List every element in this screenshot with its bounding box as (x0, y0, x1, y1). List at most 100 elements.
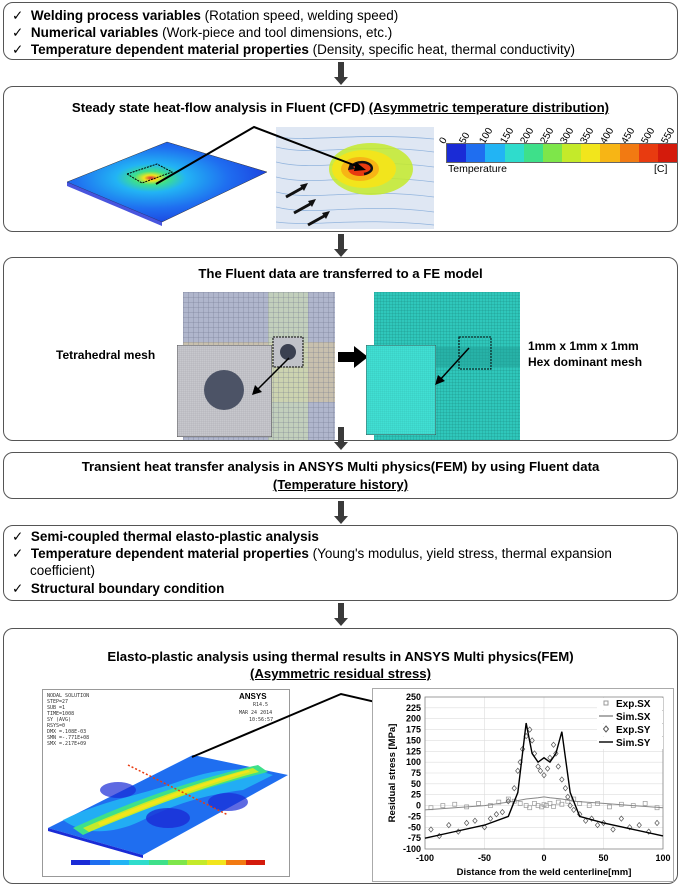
legend-marker-key (602, 725, 610, 733)
data-point-exp-sx (527, 805, 533, 811)
ansys-colorbar-swatch (187, 860, 207, 865)
data-point-exp-sx (488, 803, 493, 808)
ansys-version: R14.5 (253, 702, 269, 708)
data-point-exp-sx (505, 796, 511, 802)
data-point-exp-sx (559, 801, 565, 807)
data-point-exp-sy (610, 826, 616, 833)
legend-bg (597, 698, 663, 710)
data-point-exp-sy (505, 798, 511, 805)
data-point-exp-sy (582, 817, 589, 824)
data-point-exp-sy (487, 815, 494, 822)
data-point-exp-sy (654, 819, 660, 827)
data-point-exp-sy (527, 726, 533, 733)
legend-swatch (523, 144, 543, 162)
y-tick-label: 200 (406, 714, 421, 724)
ansys-date: MAR 24 2014 (239, 710, 273, 716)
data-point-exp-sy (562, 785, 569, 792)
ansys-result-figure: NODAL SOLUTION STEP=27 SUB =1 TIME=1008 SY (… (42, 689, 290, 877)
legend-swatch (466, 144, 486, 162)
y-tick-label: -50 (408, 822, 421, 832)
ansys-header-text: NODAL SOLUTION STEP=27 SUB =1 TIME=1008 SY (… (47, 693, 89, 747)
ansys-header-line: SMN =-.771E+08 (47, 735, 90, 741)
legend-swatch (504, 144, 524, 162)
data-point-exp-sy (428, 826, 434, 833)
legend-swatch (485, 144, 505, 162)
data-point-exp-sx (642, 801, 648, 806)
semi-coupled-box: ✓ Semi-coupled thermal elasto-plastic an… (3, 525, 678, 601)
hex-mesh-size-label: 1mm x 1mm x 1mm (528, 339, 639, 353)
legend-label: Temperature (448, 163, 507, 175)
cfd-title: Steady state heat-flow analysis in Fluen… (71, 100, 610, 115)
ansys-colorbar-swatch (109, 860, 130, 865)
ansys-time: 10:56:57 (249, 717, 274, 723)
y-tick-label: 75 (411, 768, 421, 778)
data-point-exp-sy (618, 815, 625, 822)
tetrahedral-mesh-label: Tetrahedral mesh (56, 348, 156, 362)
data-point-exp-sy (550, 741, 557, 748)
data-point-exp-sy (499, 808, 506, 816)
legend-swatch (542, 144, 563, 162)
data-point-exp-sy (565, 793, 571, 801)
ansys-header-line: RSYS=0 (47, 723, 66, 729)
checklist-item: ✓ Temperature dependent material propert… (12, 42, 576, 57)
ansys-colorbar-swatch (129, 860, 149, 865)
ansys-header-line: STEP=27 (47, 699, 69, 705)
data-point-exp-sy (555, 763, 561, 770)
elasto-plastic-box: Elasto-plastic analysis using thermal re… (3, 628, 678, 884)
data-point-exp-sy (511, 785, 517, 792)
legend-bg (597, 737, 663, 749)
data-point-exp-sy (636, 821, 642, 829)
plot-area (424, 696, 664, 850)
data-point-exp-sx (547, 801, 553, 806)
legend-swatch (657, 144, 678, 162)
hex-mesh-zoom (366, 345, 436, 435)
ansys-header-line: SUB =1 (47, 705, 66, 711)
zoom-connector-arrow (155, 125, 366, 185)
data-point-exp-sy (588, 815, 595, 822)
temperature-legend: 0 50 100 150 200 250 300 350 400 450 500 550 Temper… (437, 121, 678, 191)
y-tick-label: -75 (408, 833, 421, 843)
data-point-exp-sy (547, 754, 553, 761)
legend-swatch (447, 144, 467, 162)
data-point-exp-sx (496, 799, 502, 805)
ansys-plate-image (48, 755, 288, 858)
data-point-exp-sy (594, 821, 601, 829)
fe-transfer-box: The Fluent data are transferred to a FE … (3, 257, 678, 441)
legend-swatch (581, 144, 601, 162)
flow-arrow (334, 234, 348, 257)
ansys-brand: ANSYS (239, 692, 267, 701)
x-tick-label: -50 (478, 853, 491, 863)
data-point-exp-sy (553, 750, 559, 757)
data-point-exp-sy (559, 776, 565, 783)
hex-zoom-arrow (435, 347, 470, 385)
ansys-colorbar (71, 860, 266, 865)
flow-arrow (334, 427, 348, 450)
ansys-colorbar-swatch (245, 860, 266, 865)
legend-bg (597, 724, 663, 736)
y-tick-label: -100 (403, 844, 421, 854)
ansys-header-line: DMX =.108E-03 (47, 729, 87, 735)
data-point-exp-sy (535, 763, 541, 770)
ansys-colorbar-swatch (90, 860, 110, 865)
ansys-header-line: NODAL SOLUTION (47, 693, 90, 699)
mesh-zoom-arrow (252, 357, 290, 395)
ansys-colorbar-swatch (148, 860, 169, 865)
data-point-exp-sy (446, 821, 452, 829)
data-point-exp-sx (607, 804, 612, 810)
legend-marker-key (603, 700, 609, 706)
hex-mesh-type-label: Hex dominant mesh (528, 355, 643, 369)
data-point-exp-sx (440, 803, 446, 808)
y-tick-label: 150 (406, 735, 421, 745)
cfd-plate-image (66, 141, 268, 226)
data-point-exp-sy (472, 817, 478, 824)
y-tick-label: 175 (406, 725, 421, 735)
y-tick-label: 100 (406, 757, 421, 767)
data-point-exp-sy (646, 828, 652, 835)
ansys-header-line: SY (AVG) (47, 717, 72, 723)
data-point-exp-sy (567, 802, 573, 809)
y-tick-label: 50 (411, 779, 421, 789)
checklist-item-continuation: coefficient) (30, 563, 96, 578)
legend-swatch (600, 144, 620, 162)
transfer-arrow (338, 346, 368, 368)
legend-entry: Sim.SX (616, 712, 651, 723)
